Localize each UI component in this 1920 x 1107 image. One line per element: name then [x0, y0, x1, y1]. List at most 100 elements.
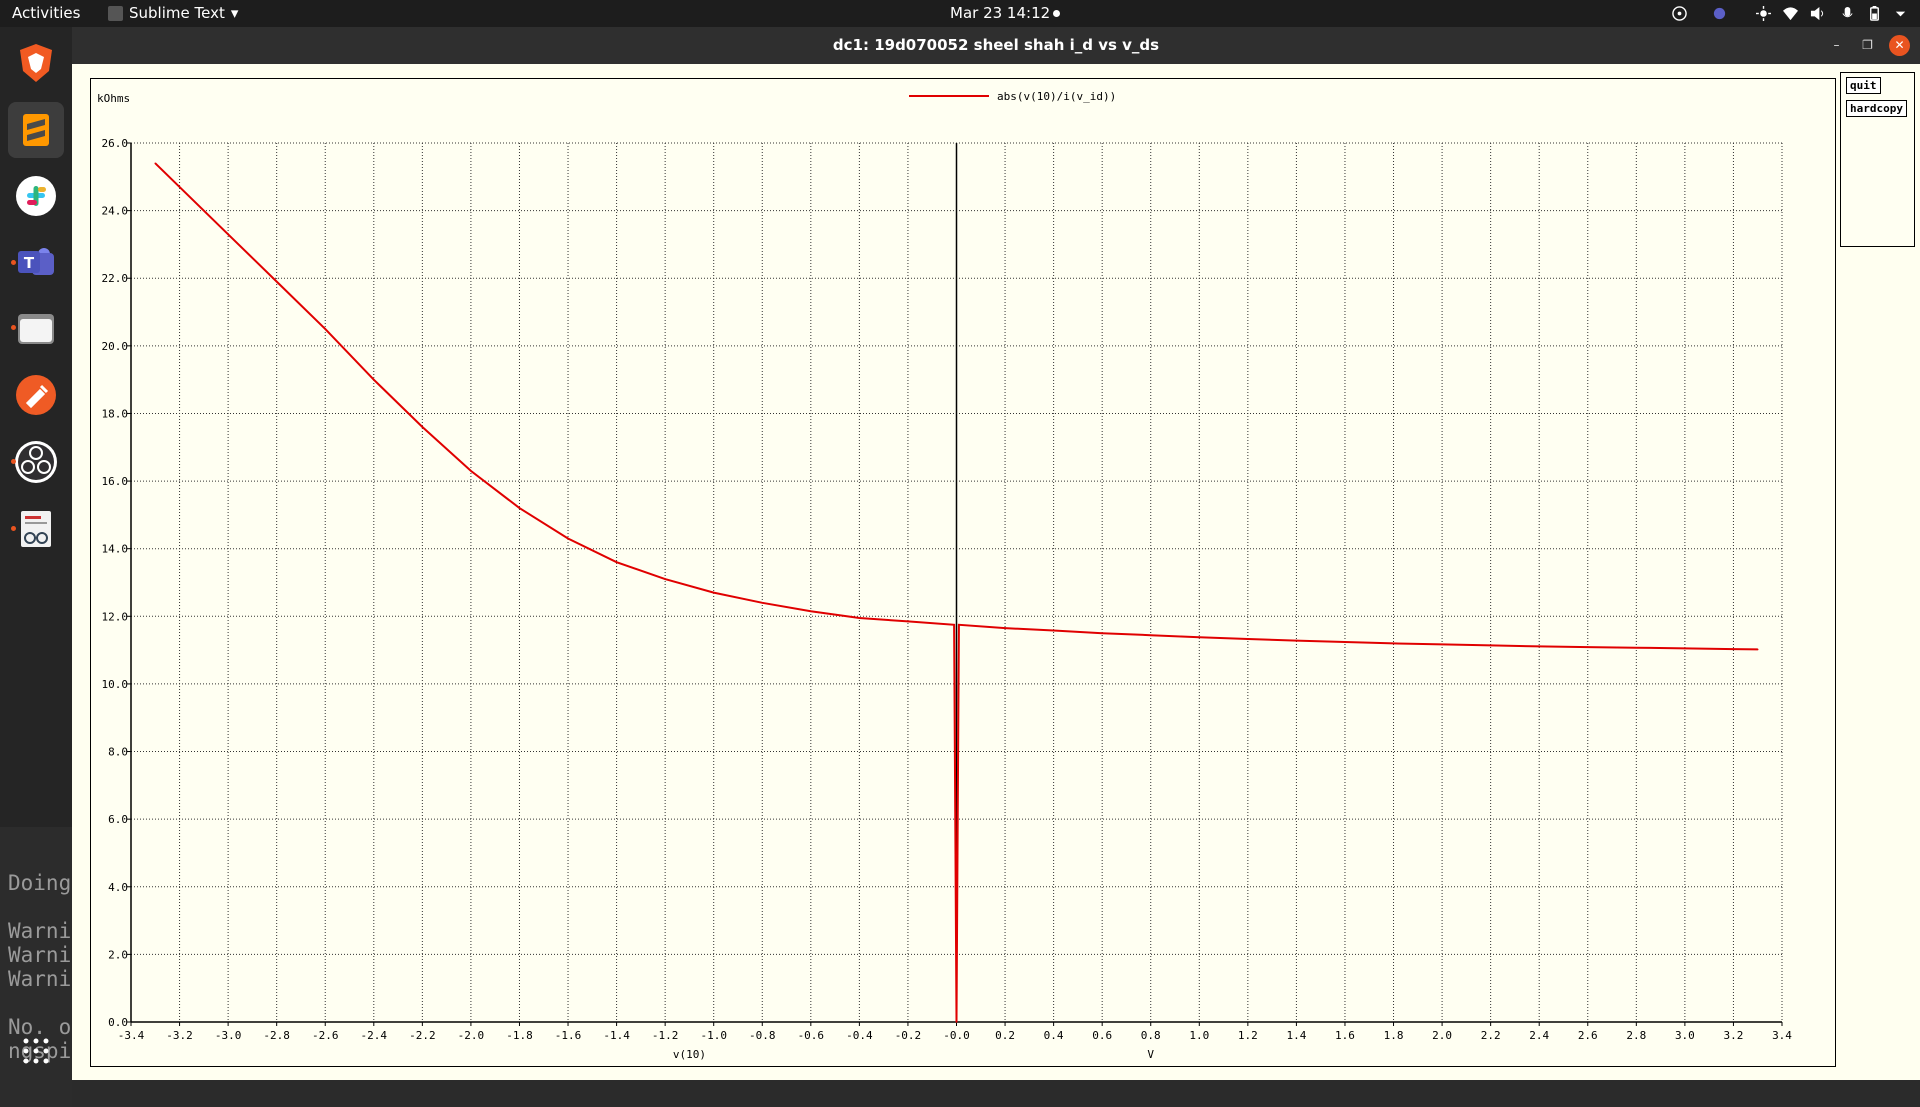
chevron-down-icon: ▾: [230, 4, 239, 22]
x-tick-label: -3.0: [215, 1029, 242, 1042]
window-title: dc1: 19d070052 sheel shah i_d vs v_ds: [832, 36, 1160, 54]
show-applications-button[interactable]: [14, 1029, 58, 1073]
dock-item-sublime[interactable]: [8, 102, 64, 158]
x-tick-label: 1.8: [1384, 1029, 1404, 1042]
x-tick-label: -2.8: [263, 1029, 290, 1042]
y-tick-label: 26.0: [102, 137, 129, 150]
app-menu[interactable]: Sublime Text ▾: [108, 0, 238, 27]
chart: -3.4 -3.2 -3.0 -2.8 -2.6 -2.4 -2.2 -2.0 -1.8 -1.6…: [97, 90, 1792, 1061]
dock: T Doing Warni Warni Warni No. o ngspi: [0, 27, 72, 1107]
sublime-text-icon: [23, 114, 49, 146]
teams-icon: T: [18, 248, 54, 275]
data-point: [1344, 641, 1346, 643]
data-point: [1392, 642, 1395, 645]
postman-icon: [16, 375, 56, 415]
maximize-button[interactable]: ❐: [1857, 35, 1878, 56]
x-tick-label: -2.2: [409, 1029, 436, 1042]
axes: -3.4 -3.2 -3.0 -2.8 -2.6 -2.4 -2.2 -2.0 -1.8 -1.6…: [97, 92, 1792, 1061]
apps-grid-icon: [23, 1038, 49, 1064]
brightness-icon[interactable]: [1756, 6, 1771, 21]
activities-button[interactable]: Activities: [12, 4, 81, 22]
x-tick-label: 2.0: [1432, 1029, 1452, 1042]
data-point: [956, 818, 959, 820]
dock-item-slack[interactable]: [8, 168, 64, 224]
microphone-icon[interactable]: [1840, 6, 1855, 21]
plot-content: -3.4 -3.2 -3.0 -2.8 -2.6 -2.4 -2.2 -2.0 -1.8 -1.6…: [72, 64, 1920, 1080]
dock-item-teams[interactable]: T: [8, 235, 64, 291]
x-tick-label: -0.2: [895, 1029, 922, 1042]
data-point: [615, 561, 618, 564]
data-point: [372, 378, 375, 381]
x-tick-label: -0.8: [749, 1029, 776, 1042]
x-tick-label: 1.6: [1335, 1029, 1355, 1042]
y-tick-label: 22.0: [102, 272, 129, 285]
data-point: [470, 470, 472, 472]
data-point: [518, 507, 521, 509]
data-point: [1684, 647, 1686, 650]
teams-tray-icon[interactable]: [1712, 6, 1727, 21]
obs-tray-icon[interactable]: [1672, 6, 1687, 21]
dock-item-obs[interactable]: [8, 434, 64, 490]
terminal-line: Warni: [8, 943, 72, 967]
data-point: [810, 610, 812, 613]
data-point: [1198, 636, 1201, 639]
terminal-line: Warni: [8, 919, 72, 943]
x-tick-label: 0.6: [1092, 1029, 1112, 1042]
clock[interactable]: Mar 23 14:12: [950, 4, 1051, 22]
maximize-icon: ❐: [1862, 38, 1873, 52]
close-icon: ✕: [1894, 38, 1905, 52]
battery-icon[interactable]: [1867, 6, 1882, 21]
close-button[interactable]: ✕: [1889, 35, 1910, 56]
x-tick-label: 1.0: [1189, 1029, 1209, 1042]
y-tick-label: 6.0: [108, 813, 128, 826]
obs-icon: [15, 441, 57, 483]
data-point: [1756, 648, 1759, 651]
data-point: [664, 578, 666, 580]
running-indicator-icon: [11, 260, 16, 265]
x-tick-label: 1.2: [1238, 1029, 1258, 1042]
y-tick-label: 2.0: [108, 948, 128, 961]
document-viewer-icon: [21, 511, 51, 547]
data-point: [227, 233, 229, 236]
legend-label: abs(v(10)/i(v_id)): [997, 90, 1116, 103]
x-tick-label: -1.4: [603, 1029, 630, 1042]
x-tick-label: -3.4: [118, 1029, 145, 1042]
svg-text:T: T: [24, 254, 35, 272]
x-tick-label: -1.2: [652, 1029, 679, 1042]
dock-item-files[interactable]: [8, 300, 64, 356]
x-axis-unit: V: [1147, 1048, 1154, 1061]
data-point: [1489, 644, 1492, 647]
dock-item-postman[interactable]: [8, 367, 64, 423]
wifi-icon[interactable]: [1783, 6, 1798, 21]
y-tick-label: 12.0: [102, 610, 129, 623]
x-tick-label: -1.6: [555, 1029, 582, 1042]
data-point: [953, 623, 955, 626]
data-point: [567, 537, 569, 540]
side-panel: quit hardcopy: [1840, 72, 1915, 247]
x-tick-label: -0.0: [943, 1029, 970, 1042]
x-tick-label: -0.4: [846, 1029, 873, 1042]
dock-item-brave[interactable]: [8, 35, 64, 91]
running-indicator-icon: [11, 459, 16, 464]
system-menu-chevron-icon[interactable]: [1893, 6, 1908, 21]
data-point: [1149, 634, 1152, 637]
app-menu-label: Sublime Text: [129, 4, 225, 22]
data-point: [1635, 646, 1638, 649]
x-tick-label: 2.4: [1529, 1029, 1549, 1042]
folder-icon: [18, 314, 54, 344]
running-indicator-icon: [11, 526, 16, 531]
data-point: [858, 617, 861, 619]
quit-button[interactable]: quit: [1846, 77, 1881, 94]
minimize-button[interactable]: –: [1826, 35, 1847, 56]
hardcopy-button[interactable]: hardcopy: [1846, 100, 1907, 117]
dock-item-document-viewer[interactable]: [8, 501, 64, 557]
x-tick-label: -3.2: [166, 1029, 193, 1042]
data-point: [712, 591, 715, 594]
window-titlebar[interactable]: dc1: 19d070052 sheel shah i_d vs v_ds – …: [72, 27, 1920, 64]
data-point: [958, 623, 960, 626]
x-tick-label: 0.8: [1141, 1029, 1161, 1042]
x-tick-label: 3.0: [1675, 1029, 1695, 1042]
volume-icon[interactable]: [1810, 6, 1825, 21]
y-tick-label: 10.0: [102, 678, 129, 691]
x-tick-label: -1.0: [700, 1029, 727, 1042]
